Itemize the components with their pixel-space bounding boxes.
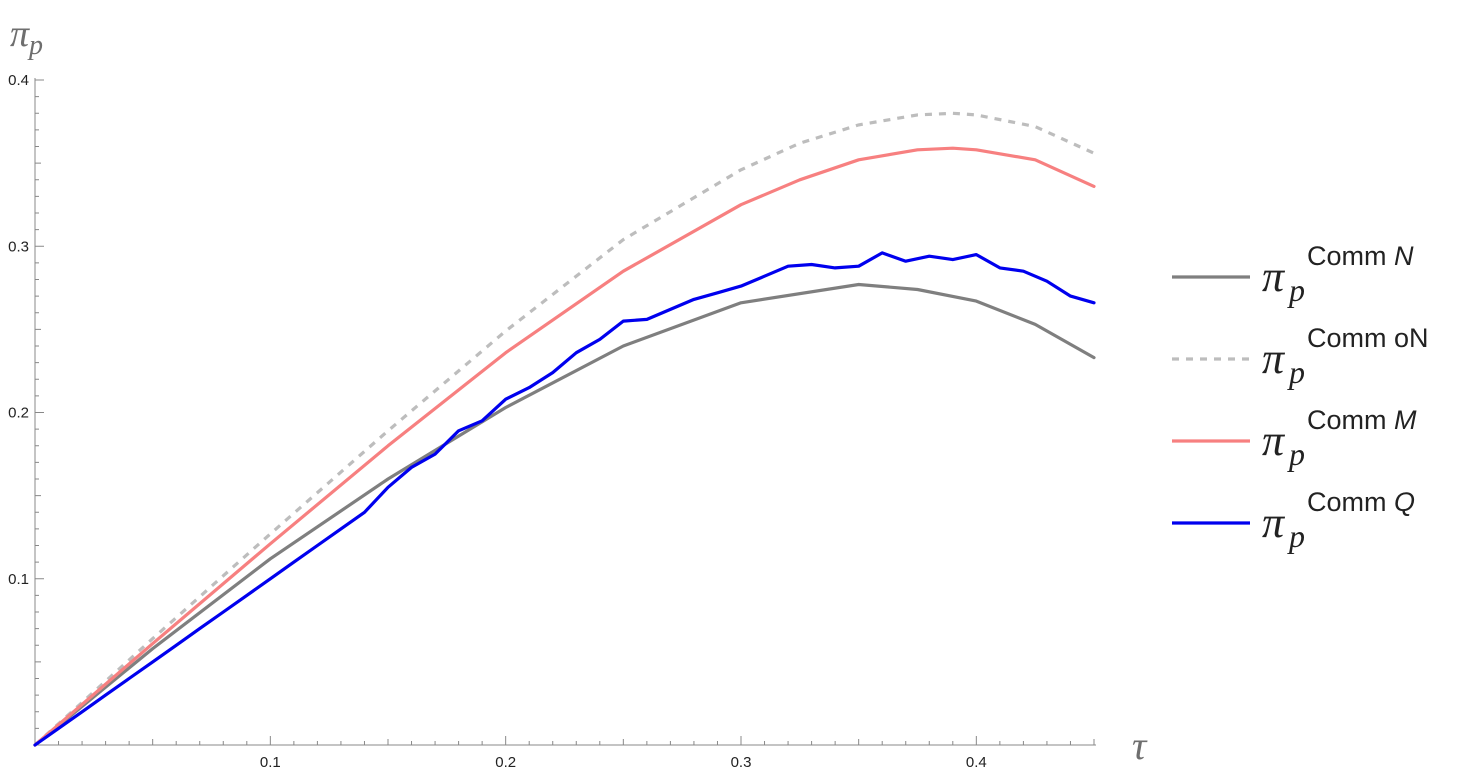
legend-subscript: p (1287, 272, 1305, 308)
y-axis-title: πp (10, 13, 43, 61)
series-line-2 (33, 111, 1095, 747)
series-line-1 (33, 282, 1096, 747)
y-axis-title-main: π (10, 13, 30, 55)
legend-symbol: π (1262, 334, 1286, 383)
x-axis-title: τ (1132, 723, 1148, 768)
legend-label: Comm N (1307, 241, 1414, 271)
legend-symbol: π (1262, 416, 1286, 465)
x-tick-label: 0.4 (966, 754, 987, 771)
y-tick-label: 0.2 (8, 405, 29, 422)
legend-label: Comm Q (1307, 487, 1415, 517)
y-tick-label: 0.1 (8, 571, 29, 588)
axes-group: 0.1 0.2 0.3 0.4 0.1 0.2 0.3 0.4 (8, 72, 1096, 771)
y-tick-label: 0.3 (8, 238, 29, 255)
x-tick-label: 0.2 (495, 754, 516, 771)
legend-label: Comm oN (1307, 323, 1429, 353)
series-line-4 (33, 251, 1096, 747)
series-group (33, 111, 1096, 747)
x-tick-label: 0.3 (731, 754, 752, 771)
legend-subscript: p (1287, 354, 1305, 390)
legend-label: Comm M (1307, 405, 1417, 435)
y-tick-label: 0.4 (8, 72, 29, 89)
series-line-3 (33, 146, 1096, 747)
legend-symbol: π (1262, 252, 1286, 301)
y-axis-title-sub: p (27, 30, 43, 61)
legend-subscript: p (1287, 518, 1305, 554)
x-tick-label: 0.1 (260, 754, 281, 771)
legend-subscript: p (1287, 436, 1305, 472)
legend-symbol: π (1262, 498, 1286, 547)
